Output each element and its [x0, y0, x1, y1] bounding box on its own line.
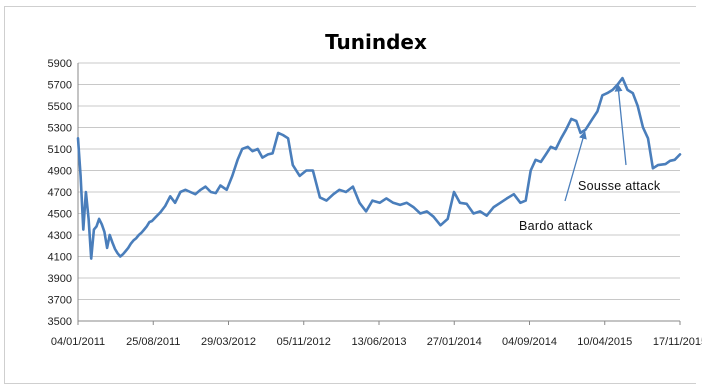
y-tick-label: 4700 [48, 187, 72, 199]
x-tick-label: 05/11/2012 [277, 336, 331, 348]
grid [78, 62, 680, 322]
y-tick-label: 3900 [48, 273, 72, 285]
series-layer [76, 76, 682, 260]
y-tick-label: 5500 [48, 101, 72, 113]
x-tick-label: 25/08/2011 [126, 336, 180, 348]
x-axis: 04/01/2011 25/08/2011 29/03/2012 05/11/2012… [51, 321, 702, 348]
series-line [76, 76, 682, 260]
x-tick-label: 27/01/2014 [427, 336, 482, 348]
x-tick-label: 04/09/2014 [502, 336, 557, 348]
chart-frame [4, 6, 696, 384]
y-tick-label: 5900 [48, 58, 72, 70]
x-tick-label: 04/01/2011 [51, 336, 105, 348]
y-tick-label: 5700 [48, 80, 72, 92]
annotation-arrow [614, 83, 627, 166]
x-tick-label: 29/03/2012 [201, 336, 256, 348]
chart-title: Tunindex [325, 30, 427, 54]
annotations-layer: Bardo attack Sousse attack [519, 83, 661, 233]
annotation-label: Sousse attack [578, 179, 661, 193]
annotation-label: Bardo attack [519, 219, 593, 233]
y-tick-label: 3500 [48, 316, 72, 328]
y-tick-label: 4900 [48, 166, 72, 178]
y-tick-label: 4500 [48, 209, 72, 221]
y-tick-label: 5100 [48, 144, 72, 156]
x-tick-label: 10/04/2015 [577, 336, 632, 348]
y-tick-label: 5300 [48, 123, 72, 135]
y-tick-label: 4300 [48, 230, 72, 242]
y-tick-label: 3700 [48, 295, 72, 307]
x-tick-label: 17/11/2015 [653, 336, 702, 348]
x-tick-label: 13/06/2013 [351, 336, 406, 348]
y-tick-label: 4100 [48, 252, 72, 264]
annotation-arrow [564, 130, 587, 202]
y-axis: 3500 3700 3900 4100 4300 4500 4700 4900 5100 5300… [48, 58, 680, 328]
